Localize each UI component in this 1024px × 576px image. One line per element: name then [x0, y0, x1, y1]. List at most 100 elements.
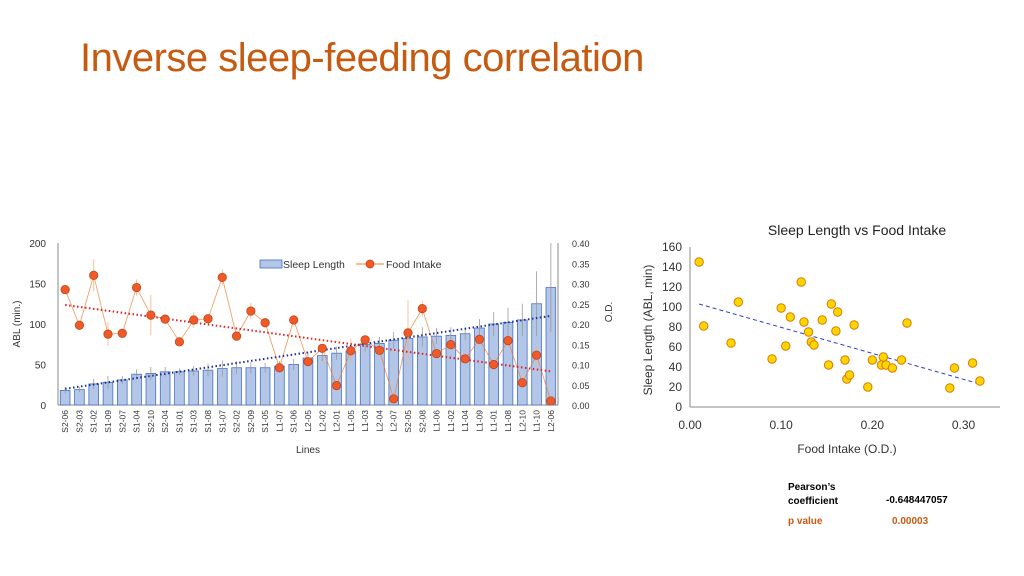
category-label: S1-02	[89, 410, 99, 433]
pearson-label-line1: Pearson’s	[788, 482, 836, 493]
bar	[459, 333, 471, 406]
bar	[188, 370, 199, 406]
right-tick-label: 0.05	[572, 381, 590, 391]
scatter-y-axis-title: Sleep Length (ABL, min)	[641, 265, 655, 396]
food-intake-point	[189, 315, 199, 325]
scatter-y-tick-label: 120	[662, 280, 682, 294]
food-intake-point	[274, 363, 285, 373]
food-intake-point	[546, 396, 556, 406]
scatter-point	[945, 383, 955, 393]
scatter-y-tick-label: 20	[669, 380, 683, 394]
scatter-point	[803, 327, 814, 337]
category-label: L1-01	[489, 410, 499, 432]
category-label: L1-10	[532, 410, 542, 432]
scatter-x-tick-label: 0.30	[952, 418, 976, 432]
right-tick-label: 0.10	[572, 361, 590, 371]
category-label: L2-02	[317, 410, 327, 432]
food-intake-point	[217, 272, 227, 283]
bar	[159, 371, 171, 406]
scatter-point	[902, 318, 912, 328]
x-axis-title: Lines	[296, 445, 320, 456]
scatter-y-tick-label: 140	[662, 260, 682, 274]
food-intake-point	[517, 378, 527, 388]
scatter-y-tick-label: 0	[675, 400, 682, 414]
food-intake-point	[131, 282, 142, 293]
category-label: L1-06	[432, 410, 442, 432]
category-label: L1-04	[460, 410, 470, 432]
food-intake-point	[74, 320, 85, 330]
scatter-point	[863, 382, 873, 392]
food-intake-point	[374, 345, 385, 355]
left-tick-label: 0	[40, 401, 46, 412]
scatter-point	[849, 320, 859, 330]
category-label: L1-07	[274, 410, 284, 432]
food-intake-point	[260, 318, 270, 328]
food-intake-point	[89, 270, 99, 281]
scatter-x-tick-label: 0.00	[678, 418, 702, 432]
right-tick-label: 0.15	[572, 340, 590, 350]
scatter-y-tick-label: 100	[662, 300, 682, 314]
category-label: S1-09	[103, 410, 113, 433]
scatter-point	[817, 315, 827, 325]
category-label: S2-03	[74, 410, 84, 433]
scatter-point	[726, 338, 736, 348]
right-tick-label: 0.00	[572, 401, 590, 411]
scatter-point	[796, 277, 806, 287]
scatter-point	[967, 358, 978, 368]
category-label: L2-06	[546, 410, 556, 432]
category-label: L1-02	[446, 410, 456, 432]
scatter-point	[878, 352, 888, 362]
category-label: S2-02	[232, 410, 242, 433]
scatter-point	[809, 340, 819, 350]
category-label: S1-06	[289, 410, 299, 433]
category-label: S2-06	[60, 410, 70, 433]
food-intake-point	[203, 314, 213, 324]
category-label: S2-10	[146, 410, 156, 433]
page-title: Inverse sleep-feeding correlation	[80, 36, 644, 80]
scatter-y-tick-label: 40	[669, 360, 683, 374]
scatter-point	[698, 321, 709, 331]
food-intake-point	[389, 394, 399, 404]
category-label: S1-04	[132, 410, 142, 433]
bar	[431, 335, 442, 406]
scatter-y-tick-label: 80	[669, 320, 683, 334]
category-label: L1-03	[360, 410, 370, 432]
right-tick-label: 0.35	[572, 259, 590, 269]
food-intake-point	[346, 346, 356, 356]
scatter-title: Sleep Length vs Food Intake	[768, 222, 946, 238]
category-label: L2-04	[374, 410, 384, 432]
food-intake-point	[103, 329, 113, 339]
food-intake-point	[446, 340, 456, 350]
bar	[417, 336, 428, 406]
category-label: S2-08	[417, 410, 427, 433]
category-label: L2-07	[389, 410, 399, 432]
food-intake-point	[460, 354, 470, 364]
category-label: S2-07	[117, 410, 127, 433]
scatter-point	[767, 354, 777, 364]
category-label: L1-05	[346, 410, 356, 432]
category-label: S1-03	[189, 410, 199, 433]
right-tick-label: 0.30	[572, 280, 590, 290]
food-intake-point	[317, 343, 327, 353]
food-intake-point	[246, 306, 256, 316]
food-intake-point	[289, 315, 299, 325]
food-intake-point	[146, 310, 156, 320]
scatter-point	[844, 370, 855, 380]
category-label: L2-05	[303, 410, 313, 432]
y-axis-title: ABL (min.)	[12, 301, 23, 348]
scatter-point	[733, 297, 744, 307]
bar	[288, 364, 299, 406]
category-label: S1-07	[217, 410, 227, 433]
scatter-x-tick-label: 0.20	[861, 418, 885, 432]
food-intake-point	[160, 314, 170, 324]
category-label: L2-01	[332, 410, 342, 432]
bar	[174, 371, 185, 406]
scatter-point	[975, 376, 985, 386]
scatter-point	[840, 355, 850, 365]
bar	[331, 352, 342, 406]
scatter-point	[776, 303, 786, 313]
scatter-point	[833, 307, 843, 317]
legend-sleep-length: Sleep Length	[283, 259, 345, 271]
scatter-chart: Sleep Length vs Food Intake 0 20 40 60 80 100 1…	[641, 222, 1000, 456]
category-label: S1-01	[174, 410, 184, 433]
